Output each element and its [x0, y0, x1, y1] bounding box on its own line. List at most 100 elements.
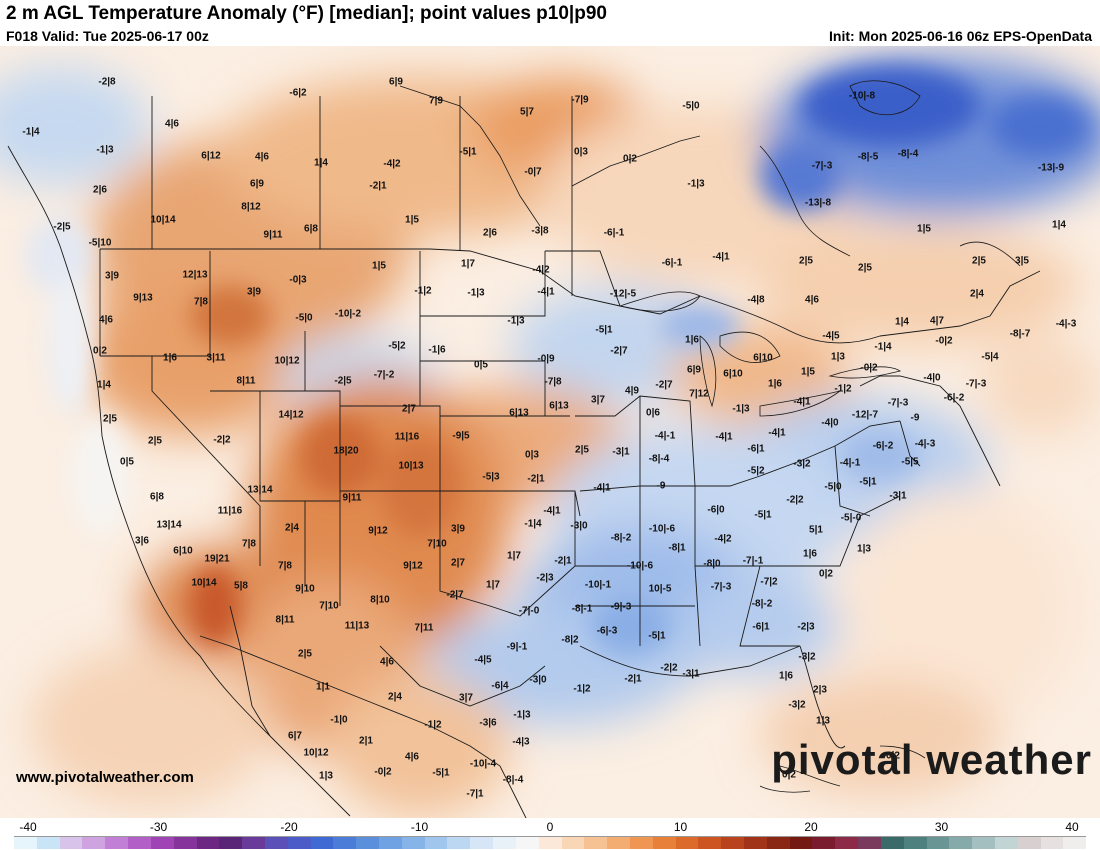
scale-swatch: [1017, 837, 1041, 849]
point-value: 3|9: [247, 286, 261, 298]
point-value: 1|4: [314, 157, 328, 169]
scale-swatch: [721, 837, 744, 849]
point-value: -6|-2: [872, 440, 894, 452]
point-value: 11|16: [217, 505, 243, 517]
scale-swatch: [196, 837, 220, 849]
point-value: -4|1: [715, 431, 733, 443]
scale-bar: [14, 836, 1087, 849]
point-value: -3|1: [889, 490, 907, 502]
scale-swatch: [105, 837, 129, 849]
point-value: 9|11: [342, 492, 362, 504]
point-value: 14|12: [278, 409, 304, 421]
point-value: -5|4: [981, 351, 999, 363]
point-value: 0|5: [474, 359, 488, 371]
point-value: 7|9: [429, 95, 443, 107]
point-value: 10|14: [150, 214, 176, 226]
point-value: 4|6: [380, 656, 394, 668]
point-value: -10|-2: [334, 308, 362, 320]
scale-swatch: [379, 837, 402, 849]
point-value: -7|-3: [811, 160, 833, 172]
point-value: 0|2: [782, 769, 796, 781]
point-value: -9: [910, 412, 920, 424]
point-value: 6|7: [288, 730, 302, 742]
point-value: -4|2: [714, 533, 732, 545]
point-value: -10|-6: [626, 560, 654, 572]
point-value: 3|6: [135, 535, 149, 547]
point-value: -1|3: [687, 178, 705, 190]
scale-swatch: [994, 837, 1018, 849]
point-value: 4|6: [165, 118, 179, 130]
scale-tick-label: -30: [149, 820, 168, 834]
point-value: 0|5: [120, 456, 134, 468]
point-value: -4|8: [747, 294, 765, 306]
point-value: -10|-1: [584, 579, 612, 591]
scale-swatch: [128, 837, 151, 849]
scale-swatch: [607, 837, 630, 849]
point-value: 6|9: [250, 178, 264, 190]
scale-swatch: [447, 837, 471, 849]
point-value: -5|0: [295, 312, 313, 324]
point-value: -4|0: [821, 417, 839, 429]
scale-tick-label: -40: [19, 820, 37, 834]
scale-swatch: [812, 837, 836, 849]
scale-swatch: [493, 837, 516, 849]
point-value: -4|1: [768, 427, 786, 439]
point-value: 13|14: [247, 484, 273, 496]
scale-swatch: [652, 837, 676, 849]
point-value: -6|-3: [596, 625, 618, 637]
point-value: 3|11: [206, 352, 226, 364]
point-value: 1|4: [1052, 219, 1066, 231]
point-value: -9|5: [452, 430, 470, 442]
scale-swatch: [903, 837, 927, 849]
point-value: 10|-5: [648, 583, 672, 595]
point-value: -4|1: [593, 482, 611, 494]
scale-swatch: [515, 837, 539, 849]
lakes-and-coasts: [399, 80, 1021, 793]
point-value: 12|13: [182, 269, 208, 281]
point-value: -8|-1: [571, 603, 593, 615]
point-value: 2|4: [388, 691, 402, 703]
point-value: 2|6: [93, 184, 107, 196]
point-value: -10|-6: [648, 523, 676, 535]
point-value: -4|1: [537, 286, 555, 298]
point-value: 4|6: [805, 294, 819, 306]
political-boundaries: [7, 96, 1041, 818]
point-value: -2|2: [660, 662, 678, 674]
point-value: -4|1: [712, 251, 730, 263]
point-value: -5|1: [432, 767, 450, 779]
init-time: Init: Mon 2025-06-16 06z EPS-OpenData: [829, 28, 1092, 44]
point-value: -7|-3: [965, 378, 987, 390]
point-value: -2|5: [334, 375, 352, 387]
point-value: 3|7: [459, 692, 473, 704]
point-value: 8|11: [275, 614, 295, 626]
point-value: 0|3: [525, 449, 539, 461]
point-value: -4|2: [532, 264, 550, 276]
point-value: 1|6: [163, 352, 177, 364]
point-value: -0|3: [289, 274, 307, 286]
point-value: 11|16: [394, 431, 420, 443]
point-value: -8|-4: [648, 453, 670, 465]
point-value: -1|6: [428, 344, 446, 356]
point-value: 18|20: [333, 445, 359, 457]
point-value: 1|6: [685, 334, 699, 346]
point-value: 2|5: [972, 255, 986, 267]
point-value: 9|11: [263, 229, 283, 241]
point-value: -3|6: [479, 717, 497, 729]
point-value: -13|-8: [804, 197, 832, 209]
point-value: 0|2: [93, 345, 107, 357]
point-value: -5|2: [747, 465, 765, 477]
scale-tick-label: 30: [934, 820, 949, 834]
point-value: -7|1: [466, 788, 484, 800]
point-value: -4|5: [822, 330, 840, 342]
point-value: -0|9: [537, 353, 555, 365]
point-value: 9|12: [403, 560, 423, 572]
scale-swatch: [401, 837, 425, 849]
point-value: -8|2: [561, 634, 579, 646]
point-value: -8|-4: [897, 148, 919, 160]
point-value: -1|2: [573, 683, 591, 695]
point-value: 2|3: [813, 684, 827, 696]
point-value: -8|-2: [610, 532, 632, 544]
point-value: -0|2: [374, 766, 392, 778]
point-value: 2|6: [483, 227, 497, 239]
scale-swatch: [926, 837, 950, 849]
